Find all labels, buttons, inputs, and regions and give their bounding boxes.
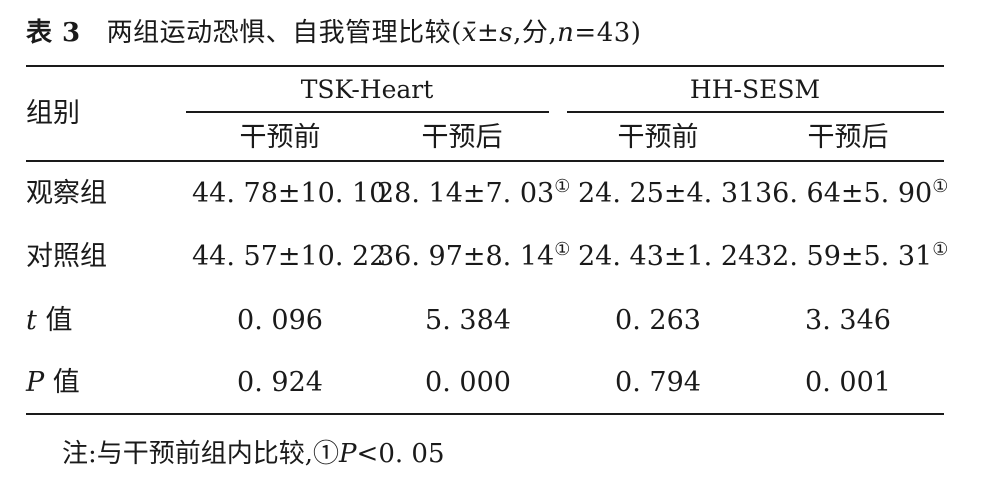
table-cell: 24. 43±1. 24	[578, 241, 756, 272]
header-bottom-rule	[26, 160, 944, 162]
significance-mark: ①	[554, 239, 571, 260]
row-label-t-value: t 值	[26, 305, 73, 336]
table-title: 表 3 两组运动恐惧、自我管理比较(x̄±s,分,n=43)	[26, 12, 641, 49]
footnote-mark: ①	[313, 439, 340, 469]
caption-n-value: =43	[574, 18, 631, 48]
table-footnote: 注:与干预前组内比较,①P<0. 05	[62, 439, 445, 469]
table-cell: 5. 384	[425, 305, 511, 336]
bottom-rule	[26, 413, 944, 415]
table-cell: 44. 78±10. 10	[192, 178, 387, 209]
subheader-sesm-post: 干预后	[807, 122, 889, 153]
caption-mean-symbol: x̄	[461, 18, 477, 48]
table-cell: 0. 000	[425, 367, 511, 398]
significance-mark: ①	[554, 176, 571, 197]
table-cell: 32. 59±5. 31①	[755, 239, 949, 273]
table-cell: 0. 001	[805, 367, 891, 398]
significance-mark: ①	[932, 239, 949, 260]
caption-paren-close: )	[630, 18, 642, 48]
subheader-tsk-pre: 干预前	[239, 122, 321, 153]
table-cell: 0. 924	[237, 367, 323, 398]
row-header: 组别	[26, 98, 80, 129]
group-rule-tsk	[186, 111, 549, 113]
group-rule-sesm	[567, 111, 944, 113]
table-cell: 36. 97±8. 14①	[377, 239, 571, 273]
table-cell: 0. 794	[615, 367, 701, 398]
row-label-control: 对照组	[26, 241, 107, 272]
table-cell: 36. 64±5. 90①	[755, 176, 949, 210]
table-cell: 0. 263	[615, 305, 701, 336]
caption-unit: ,分,	[513, 18, 558, 48]
table-cell: 44. 57±10. 22	[192, 241, 387, 272]
subheader-tsk-post: 干预后	[421, 122, 503, 153]
caption-paren-open: (	[451, 18, 462, 48]
table-cell: 24. 25±4. 31	[578, 178, 756, 209]
significance-mark: ①	[932, 176, 949, 197]
row-label-p-value: P 值	[26, 367, 80, 398]
caption-n-symbol: n	[557, 18, 575, 48]
row-label-observation: 观察组	[26, 178, 107, 209]
caption-plus-minus: ±	[477, 18, 500, 48]
subheader-sesm-pre: 干预前	[617, 122, 699, 153]
caption-sd-symbol: s	[499, 18, 514, 48]
table-cell: 3. 346	[805, 305, 891, 336]
table-cell: 0. 096	[237, 305, 323, 336]
top-rule	[26, 65, 944, 67]
group-header-tsk-heart: TSK-Heart	[300, 75, 434, 104]
table-number: 表 3	[26, 18, 81, 48]
table-caption: 两组运动恐惧、自我管理比较	[106, 18, 452, 48]
table-cell: 28. 14±7. 03①	[377, 176, 571, 210]
group-header-hh-sesm: HH-SESM	[689, 75, 821, 104]
